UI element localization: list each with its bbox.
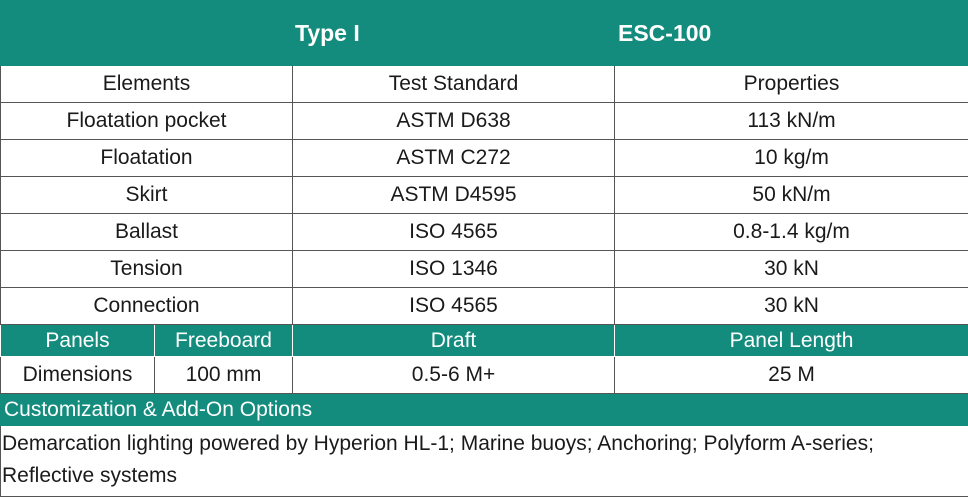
customization-heading-row: Customization & Add-On Options (1, 394, 968, 426)
table-row: Tension ISO 1346 30 kN (1, 251, 968, 288)
panel-length-header: Panel Length (615, 325, 968, 357)
draft-value: 0.5-6 M+ (293, 357, 615, 394)
freeboard-header: Freeboard (155, 325, 293, 357)
panels-header: Panels (1, 325, 155, 357)
customization-body-row: Demarcation lighting powered by Hyperion… (1, 426, 968, 497)
element-cell: Ballast (1, 214, 293, 251)
element-cell: Connection (1, 288, 293, 325)
column-header-properties: Properties (615, 66, 968, 103)
table-row: Floatation ASTM C272 10 kg/m (1, 140, 968, 177)
element-cell: Floatation pocket (1, 103, 293, 140)
standard-cell: ISO 4565 (293, 214, 615, 251)
column-header-standard: Test Standard (293, 66, 615, 103)
product-model: ESC-100 (618, 20, 711, 47)
table-row: Floatation pocket ASTM D638 113 kN/m (1, 103, 968, 140)
column-header-elements: Elements (1, 66, 293, 103)
dimensions-label: Dimensions (1, 357, 155, 394)
element-cell: Skirt (1, 177, 293, 214)
product-type: Type I (295, 20, 360, 47)
standard-cell: ASTM C272 (293, 140, 615, 177)
property-cell: 0.8-1.4 kg/m (615, 214, 968, 251)
standard-cell: ISO 1346 (293, 251, 615, 288)
table-row: Ballast ISO 4565 0.8-1.4 kg/m (1, 214, 968, 251)
standard-cell: ISO 4565 (293, 288, 615, 325)
standard-cell: ASTM D638 (293, 103, 615, 140)
draft-header: Draft (293, 325, 615, 357)
property-cell: 30 kN (615, 288, 968, 325)
property-cell: 10 kg/m (615, 140, 968, 177)
customization-heading: Customization & Add-On Options (1, 394, 968, 426)
table-row: Connection ISO 4565 30 kN (1, 288, 968, 325)
panel-length-value: 25 M (615, 357, 968, 394)
panel-header-row: Panels Freeboard Draft Panel Length (1, 325, 968, 357)
title-row: Type I ESC-100 (1, 1, 968, 66)
standard-cell: ASTM D4595 (293, 177, 615, 214)
property-cell: 113 kN/m (615, 103, 968, 140)
title-cell: Type I ESC-100 (1, 1, 968, 66)
table-row: Skirt ASTM D4595 50 kN/m (1, 177, 968, 214)
property-cell: 50 kN/m (615, 177, 968, 214)
dimensions-row: Dimensions 100 mm 0.5-6 M+ 25 M (1, 357, 968, 394)
customization-text: Demarcation lighting powered by Hyperion… (1, 426, 968, 497)
freeboard-value: 100 mm (155, 357, 293, 394)
property-cell: 30 kN (615, 251, 968, 288)
element-cell: Floatation (1, 140, 293, 177)
element-cell: Tension (1, 251, 293, 288)
column-header-row: Elements Test Standard Properties (1, 66, 968, 103)
